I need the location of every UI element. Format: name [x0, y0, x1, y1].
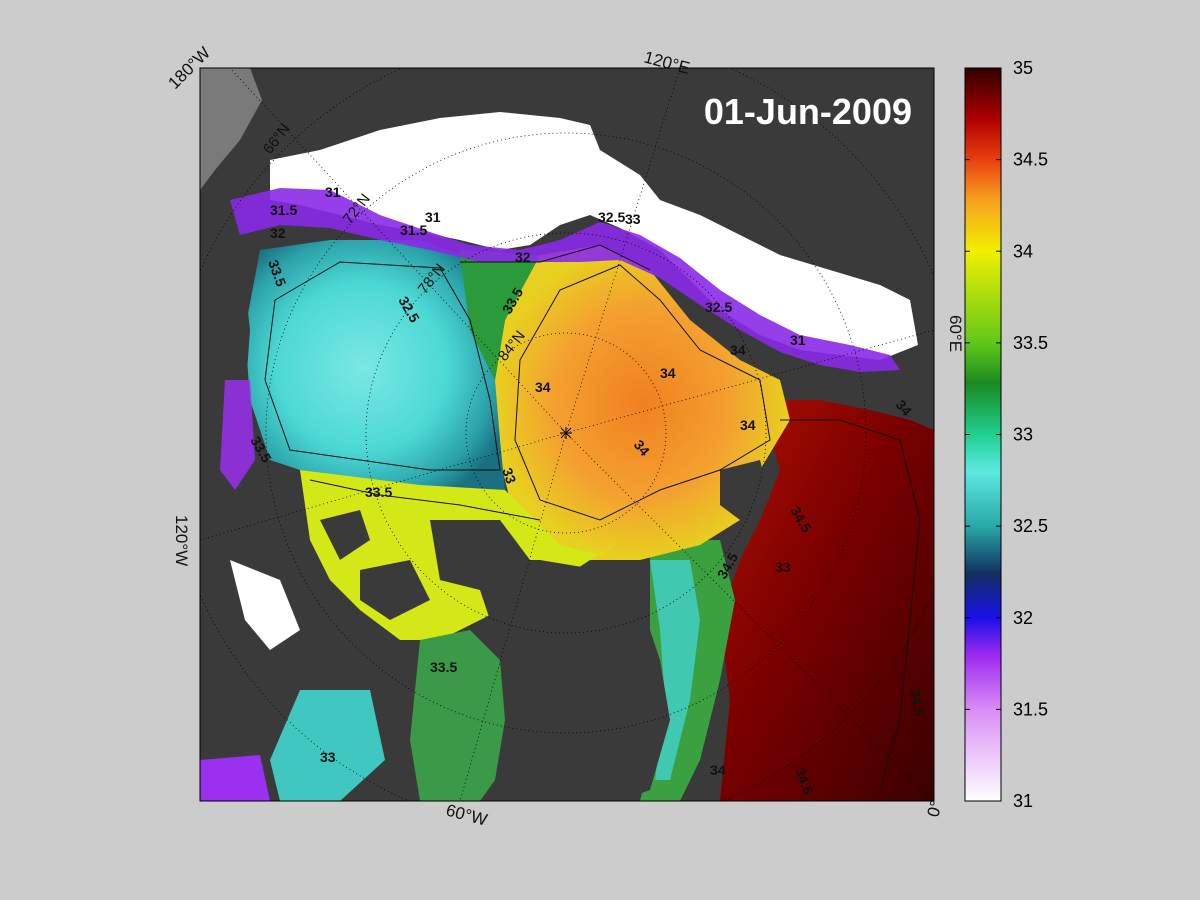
contour-label: 33 — [320, 749, 336, 765]
contour-atlantic — [780, 419, 921, 791]
map-frame — [199, 67, 935, 802]
lon-label-60w: 60°W — [444, 801, 489, 830]
map-panel: 66°N 72°N 78°N 84°N 31 31 31 31.5 31.5 3… — [200, 68, 934, 801]
colorbar-tick-label: 34.5 — [1013, 150, 1048, 170]
contour-label: 34 — [535, 379, 551, 395]
colorbar-tick-label: 31 — [1013, 791, 1033, 811]
contour-label: 31 — [425, 209, 441, 225]
north-pole-marker — [560, 427, 572, 439]
contour-central — [514, 264, 771, 521]
colorbar-tick-label: 32.5 — [1013, 516, 1048, 536]
colorbar-ticks: 31 31.5 32 32.5 33 33.5 34 34.5 35 — [965, 58, 1048, 811]
contour-label: 34 — [740, 417, 756, 433]
contour-label: 33.5 — [430, 659, 457, 675]
contour-lines — [264, 244, 921, 791]
contour-label-group: 31 31 31 31.5 31.5 32 32 32.5 32.5 32.5 … — [247, 184, 927, 797]
contour-label: 31 — [790, 332, 806, 348]
lat-circle-84 — [465, 332, 667, 534]
colorbar-tick-label: 34 — [1013, 241, 1033, 261]
contour-label: 34 — [730, 342, 746, 358]
alaska-land — [200, 68, 262, 190]
contour-label: 31.5 — [400, 222, 427, 238]
contour-label: 33 — [775, 559, 791, 575]
contour-label: 33.5 — [365, 484, 392, 500]
hudson-low — [200, 755, 270, 801]
colorbar-tick-label: 33 — [1013, 425, 1033, 445]
contour-label: 32.5 — [598, 209, 625, 225]
lon-label-60e: 60°E — [946, 315, 965, 352]
victoria-island — [360, 560, 430, 620]
beaufort-gyre — [245, 240, 505, 495]
contour-label: 31 — [325, 184, 341, 200]
laptev-shelf — [455, 250, 540, 380]
contour-label: 34 — [710, 762, 726, 778]
lat-circle-72 — [265, 132, 867, 734]
central-arctic — [495, 245, 790, 560]
contour-label: 34 — [660, 365, 676, 381]
hudson-bay — [270, 690, 385, 801]
colorbar: 31 31.5 32 32.5 33 33.5 34 34.5 35 — [964, 58, 1048, 811]
contour-label: 32 — [270, 225, 286, 241]
colorbar-tick-label: 31.5 — [1013, 699, 1048, 719]
contour-label: 31.5 — [270, 202, 297, 218]
atlantic-water — [720, 400, 934, 801]
coastal-ice — [230, 560, 300, 650]
contour-label: 32 — [515, 249, 531, 265]
ellesmere-island — [430, 520, 530, 590]
colorbar-tick-label: 35 — [1013, 58, 1033, 78]
contour-shelf — [460, 244, 651, 271]
svalbard — [720, 460, 770, 520]
graticule — [200, 68, 934, 801]
lon-label-0: 0° — [924, 798, 947, 819]
greenland-land — [470, 560, 670, 801]
sea-ice-siberia — [270, 112, 918, 360]
banks-island — [320, 510, 370, 560]
low-salinity-band — [230, 188, 900, 372]
lon-label-120w: 120°W — [172, 515, 191, 566]
colorbar-gradient — [964, 67, 1002, 802]
colorbar-tick-label: 33.5 — [1013, 333, 1048, 353]
contour-label: 33 — [625, 211, 641, 227]
contour-archipelago — [309, 479, 541, 521]
date-label: 01-Jun-2009 — [704, 91, 912, 132]
colorbar-tick-label: 32 — [1013, 608, 1033, 628]
contour-beaufort — [264, 261, 501, 471]
baffin-bay — [410, 630, 505, 801]
meridian-f — [565, 432, 934, 801]
lat-circle-78 — [365, 232, 767, 634]
contour-label: 34.5 — [907, 688, 928, 718]
meridian-a — [229, 68, 567, 434]
mackenzie-outflow — [220, 380, 255, 490]
contour-label: 33 — [499, 466, 519, 486]
contour-label: 32.5 — [705, 299, 732, 315]
